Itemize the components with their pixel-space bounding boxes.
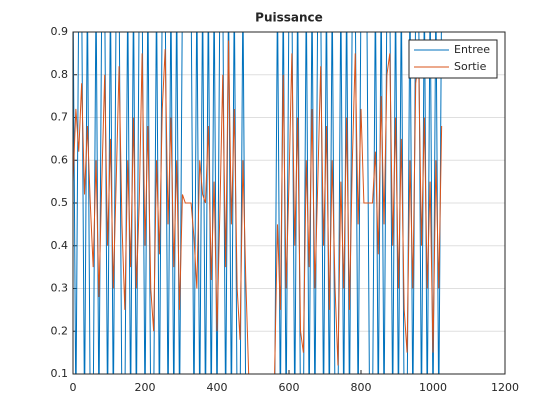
x-tick-label: 400 [207,381,228,394]
y-tick-label: 0.3 [51,282,69,295]
y-tick-label: 0.1 [51,367,69,380]
y-tick-label: 0.9 [51,25,69,38]
series-line [73,40,443,374]
x-tick-label: 1200 [491,381,519,394]
plot-lines [73,32,443,374]
x-tick-label: 1000 [419,381,447,394]
y-tick-label: 0.4 [51,239,69,252]
axes-box [72,31,506,375]
x-tick-label: 200 [135,381,156,394]
legend-box [408,39,498,79]
y-tick-label: 0.5 [51,196,69,209]
y-tick-label: 0.7 [51,111,69,124]
chart-title: Puissance [255,11,323,25]
x-tick-label: 800 [351,381,372,394]
y-tick-label: 0.6 [51,153,69,166]
legend-label: Entree [454,43,490,56]
y-tick-label: 0.2 [51,324,69,337]
x-tick-label: 600 [279,381,300,394]
legend-label: Sortie [454,60,487,73]
y-tick-label: 0.8 [51,68,69,81]
x-tick-label: 0 [70,381,77,394]
